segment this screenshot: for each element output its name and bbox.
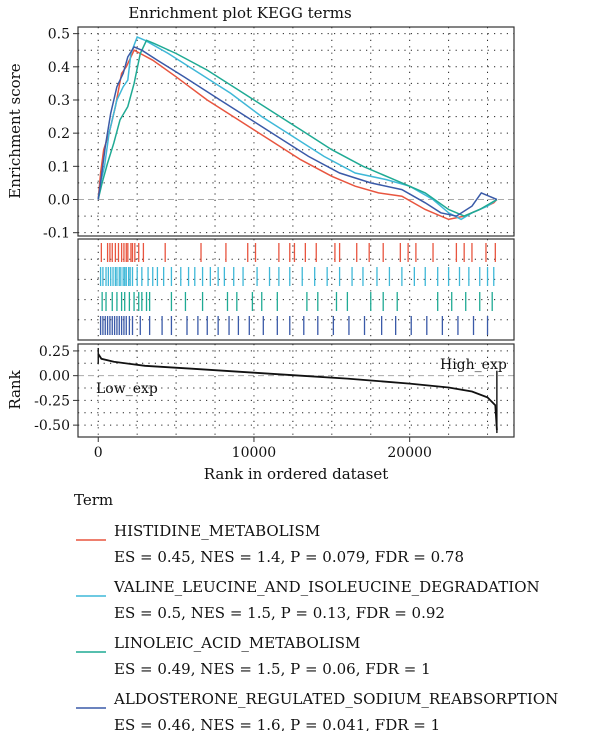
top-ytick-label: 0.0 [48, 193, 70, 209]
xtick-label: 20000 [387, 445, 432, 461]
enrichment-score-frame [77, 26, 515, 237]
hit-marks-frame [77, 238, 515, 341]
top-ytick-label: 0.5 [48, 27, 70, 43]
top-ytick-label: 0.4 [48, 60, 70, 76]
top-ytick-label: 0.3 [48, 93, 70, 109]
x-axis-label: Rank in ordered dataset [204, 465, 389, 483]
es-line-series-3 [97, 39, 498, 217]
rank-curve [97, 353, 498, 431]
legend-name-series-3: LINOLEIC_ACID_METABOLISM [114, 634, 360, 652]
enrichment-score-panel: 0.5 0.4 0.3 0.2 0.1 0.0 -0.1 Enrichment score [6, 26, 515, 242]
rank-ytick-label: 0.25 [39, 344, 70, 360]
top-ytick-label: -0.1 [43, 226, 70, 242]
legend-title: Term [74, 491, 113, 509]
legend-stats-series-1: ES = 0.45, NES = 1.4, P = 0.079, FDR = 0… [114, 548, 464, 566]
rank-frame [77, 343, 515, 438]
enrichment-score-ylabel: Enrichment score [6, 63, 24, 198]
legend-name-series-4: ALDOSTERONE_REGULATED_SODIUM_REABSORPTIO… [113, 690, 558, 708]
xtick-label: 0 [94, 445, 103, 461]
rank-ytick-label: -0.50 [34, 418, 70, 434]
rank-ylabel: Rank [6, 369, 24, 409]
rank-ytick-label: -0.25 [34, 393, 70, 409]
legend-name-series-1: HISTIDINE_METABOLISM [114, 522, 320, 540]
top-ytick-label: 0.1 [48, 159, 70, 175]
legend-stats-series-4: ES = 0.46, NES = 1.6, P = 0.041, FDR = 1 [114, 716, 440, 731]
es-line-series-4 [97, 45, 498, 217]
label-high-exp: High_exp [440, 357, 507, 373]
es-line-series-2 [97, 36, 498, 221]
legend: Term HISTIDINE_METABOLISM ES = 0.45, NES … [74, 491, 558, 731]
hit-marks-panel [77, 238, 515, 341]
label-low-exp: Low_exp [96, 381, 158, 397]
rank-panel: 0.25 0.00 -0.25 -0.50 Rank Low_exp High_exp [6, 343, 515, 438]
rank-ytick-label: 0.00 [39, 369, 70, 385]
legend-stats-series-3: ES = 0.49, NES = 1.5, P = 0.06, FDR = 1 [114, 660, 431, 678]
legend-stats-series-2: ES = 0.5, NES = 1.5, P = 0.13, FDR = 0.9… [114, 604, 445, 622]
legend-name-series-2: VALINE_LEUCINE_AND_ISOLEUCINE_DEGRADATIO… [113, 578, 540, 596]
chart-title: Enrichment plot KEGG terms [128, 4, 351, 22]
top-ytick-label: 0.2 [48, 126, 70, 142]
xtick-label: 10000 [232, 445, 277, 461]
es-line-series-1 [97, 49, 498, 221]
